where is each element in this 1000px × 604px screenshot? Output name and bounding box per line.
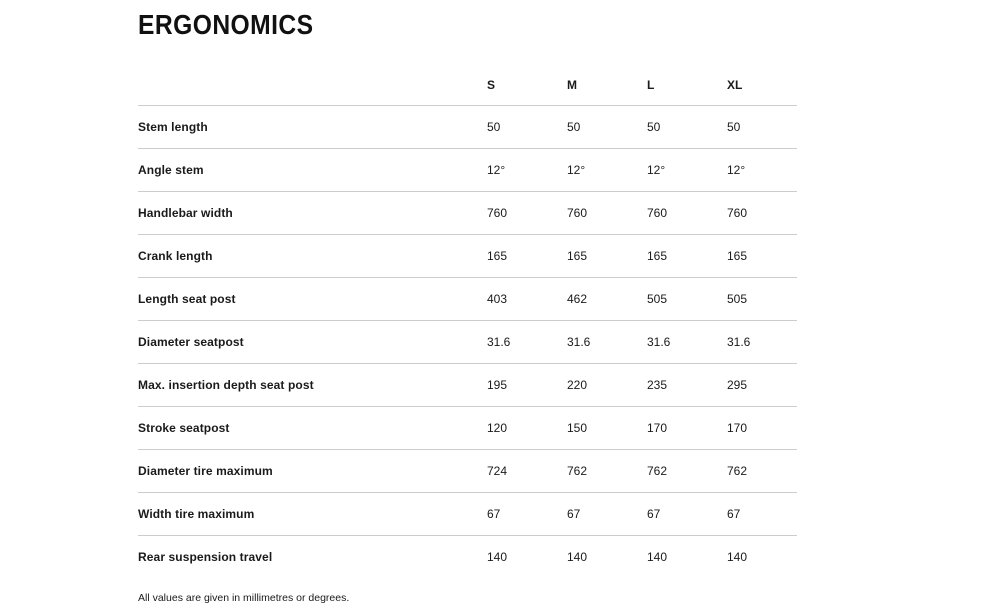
cell-value: 67 (487, 506, 501, 521)
cell-value: 31.6 (567, 334, 591, 349)
cell-value: 31.6 (487, 334, 511, 349)
row-label: Max. insertion depth seat post (138, 377, 314, 392)
row-label: Stem length (138, 119, 208, 134)
cell-value: 165 (727, 248, 748, 263)
cell-value: 12° (727, 162, 746, 177)
cell-value: 140 (567, 549, 588, 564)
cell-value: 760 (647, 205, 668, 220)
row-label: Angle stem (138, 162, 204, 177)
cell-value: 170 (727, 420, 748, 435)
cell-value: 724 (487, 463, 508, 478)
cell-value: 31.6 (727, 334, 751, 349)
row-label: Stroke seatpost (138, 420, 230, 435)
cell-value: 140 (487, 549, 508, 564)
cell-value: 50 (727, 119, 741, 134)
row-label: Handlebar width (138, 205, 233, 220)
cell-value: 403 (487, 291, 508, 306)
cell-value: 760 (567, 205, 588, 220)
table-row: Length seat post 403 462 505 505 (138, 278, 797, 321)
cell-value: 760 (487, 205, 508, 220)
page-title: ERGONOMICS (138, 9, 314, 40)
column-header-l: L (647, 77, 655, 92)
table-body: Stem length 50 50 50 50 Angle stem 12° 12° 12° 12… (138, 106, 797, 578)
cell-value: 762 (567, 463, 588, 478)
cell-value: 462 (567, 291, 588, 306)
table-row: Width tire maximum 67 67 67 67 (138, 493, 797, 536)
cell-value: 50 (487, 119, 501, 134)
cell-value: 295 (727, 377, 748, 392)
table-row: Max. insertion depth seat post 195 220 235 2… (138, 364, 797, 407)
cell-value: 165 (487, 248, 508, 263)
cell-value: 505 (647, 291, 668, 306)
column-header-m: M (567, 77, 577, 92)
cell-value: 220 (567, 377, 588, 392)
cell-value: 762 (727, 463, 748, 478)
table-footnote: All values are given in millimetres or d… (138, 591, 350, 604)
cell-value: 67 (647, 506, 661, 521)
column-header-xl: XL (727, 77, 743, 92)
cell-value: 195 (487, 377, 508, 392)
table-row: Stem length 50 50 50 50 (138, 106, 797, 149)
table-row: Angle stem 12° 12° 12° 12° (138, 149, 797, 192)
table-row: Diameter tire maximum 724 762 762 762 (138, 450, 797, 493)
row-label: Diameter seatpost (138, 334, 244, 349)
cell-value: 50 (647, 119, 661, 134)
cell-value: 67 (567, 506, 581, 521)
row-label: Rear suspension travel (138, 549, 273, 564)
cell-value: 505 (727, 291, 748, 306)
cell-value: 760 (727, 205, 748, 220)
cell-value: 12° (567, 162, 586, 177)
cell-value: 50 (567, 119, 581, 134)
row-label: Diameter tire maximum (138, 463, 273, 478)
row-label: Width tire maximum (138, 506, 255, 521)
cell-value: 140 (647, 549, 668, 564)
row-label: Length seat post (138, 291, 236, 306)
cell-value: 12° (487, 162, 506, 177)
table-row: Crank length 165 165 165 165 (138, 235, 797, 278)
cell-value: 120 (487, 420, 508, 435)
table-row: Stroke seatpost 120 150 170 170 (138, 407, 797, 450)
table-row: Diameter seatpost 31.6 31.6 31.6 31.6 (138, 321, 797, 364)
table-row: Handlebar width 760 760 760 760 (138, 192, 797, 235)
table-header-row: S M L XL (138, 65, 797, 106)
table-row: Rear suspension travel 140 140 140 140 (138, 536, 797, 578)
cell-value: 140 (727, 549, 748, 564)
cell-value: 31.6 (647, 334, 671, 349)
cell-value: 150 (567, 420, 588, 435)
cell-value: 235 (647, 377, 668, 392)
cell-value: 12° (647, 162, 666, 177)
ergonomics-table: S M L XL Stem length 50 50 50 50 Angle stem 12° 12… (138, 65, 797, 578)
cell-value: 165 (647, 248, 668, 263)
cell-value: 67 (727, 506, 741, 521)
ergonomics-section: ERGONOMICS S M L XL Stem length 50 50 50 50 Angl… (138, 0, 797, 604)
cell-value: 170 (647, 420, 668, 435)
cell-value: 762 (647, 463, 668, 478)
row-label: Crank length (138, 248, 213, 263)
cell-value: 165 (567, 248, 588, 263)
column-header-s: S (487, 77, 496, 92)
